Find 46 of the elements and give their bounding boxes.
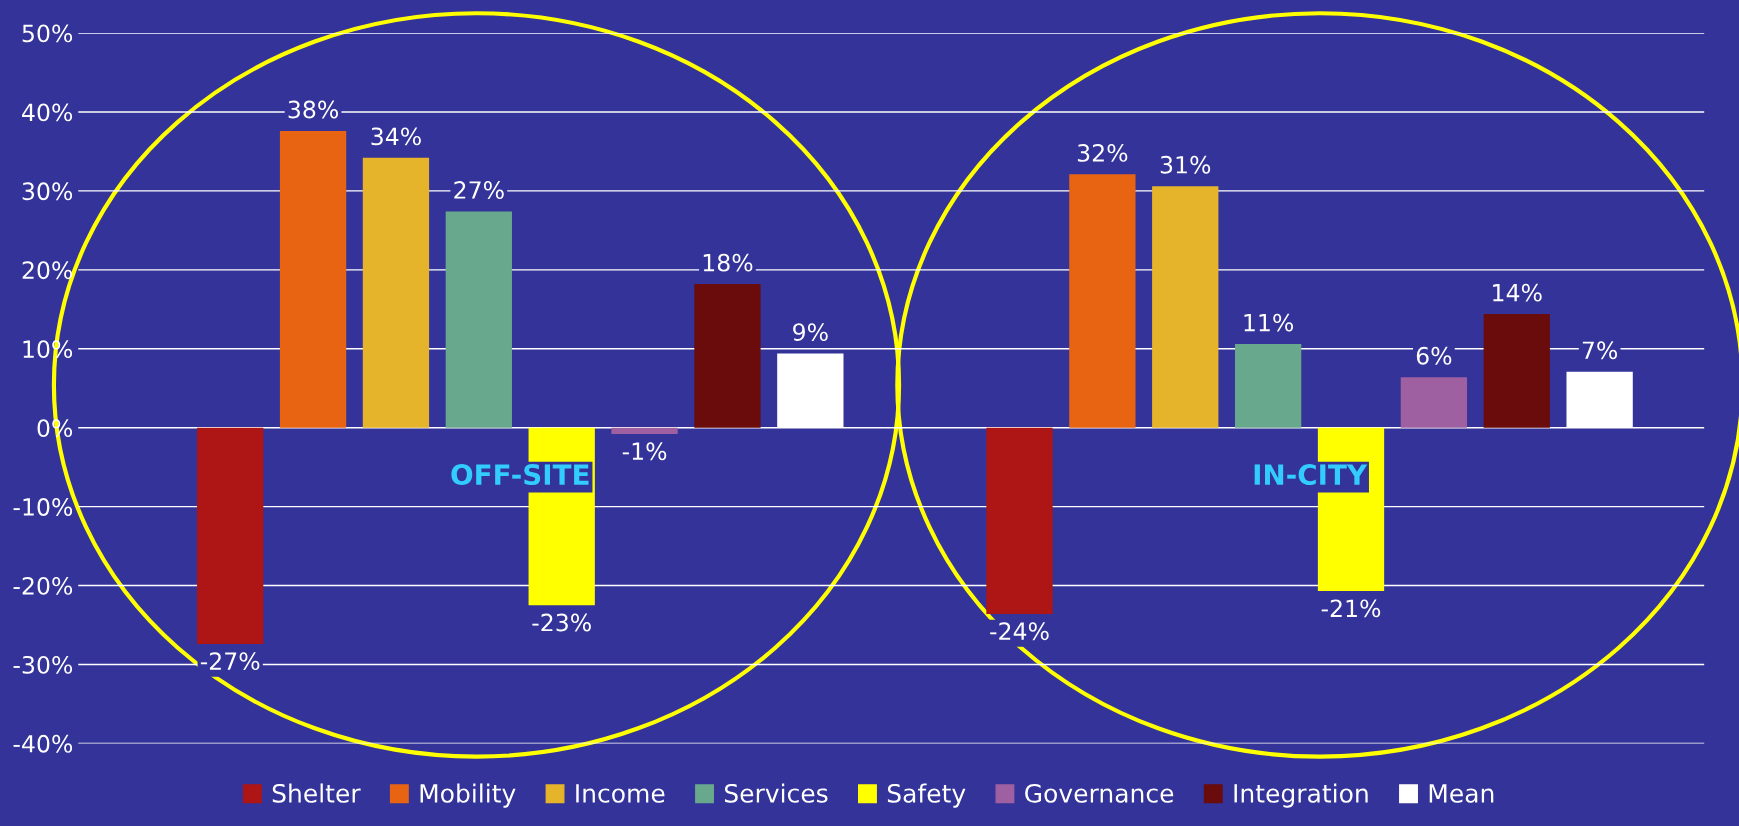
y-tick-label: -20% bbox=[13, 576, 73, 595]
data-label: 38% bbox=[288, 100, 339, 119]
data-label: -23% bbox=[532, 613, 591, 632]
bar bbox=[445, 211, 512, 428]
bar bbox=[362, 157, 430, 428]
x-tick-label: IN-CITY bbox=[1254, 464, 1368, 486]
bar bbox=[1400, 377, 1468, 428]
y-tick-label: 30% bbox=[22, 182, 73, 201]
data-label: 6% bbox=[1416, 346, 1452, 365]
bar bbox=[1234, 344, 1302, 428]
data-label: 18% bbox=[703, 253, 753, 272]
data-label: -21% bbox=[1321, 599, 1381, 618]
bar bbox=[1483, 314, 1550, 428]
bar bbox=[279, 130, 347, 428]
bar bbox=[197, 427, 264, 644]
legend-label: Services bbox=[724, 783, 828, 803]
legend-label: Mobility bbox=[420, 783, 516, 808]
y-tick-label: 20% bbox=[22, 261, 73, 280]
bar bbox=[986, 427, 1053, 614]
legend-label: Safety bbox=[887, 783, 966, 808]
data-label: -27% bbox=[200, 652, 260, 671]
data-label: -1% bbox=[622, 442, 667, 461]
bar bbox=[1152, 186, 1219, 428]
y-tick-label: -10% bbox=[13, 498, 73, 516]
y-tick-label: -40% bbox=[13, 734, 73, 753]
data-label: 11% bbox=[1244, 313, 1294, 332]
data-label: 14% bbox=[1493, 283, 1542, 302]
data-label: 9% bbox=[793, 323, 828, 342]
legend-label: Mean bbox=[1429, 784, 1494, 803]
legend-label: Integration bbox=[1234, 783, 1368, 808]
data-label: 27% bbox=[454, 181, 504, 199]
data-label: 32% bbox=[1077, 144, 1128, 162]
y-tick-label: 40% bbox=[22, 103, 73, 122]
legend-label: Income bbox=[576, 784, 665, 803]
data-label: -24% bbox=[990, 622, 1049, 641]
bar bbox=[1069, 174, 1136, 428]
bar bbox=[694, 284, 761, 428]
data-label: 31% bbox=[1160, 155, 1211, 174]
legend-label: Shelter bbox=[272, 783, 361, 803]
data-label: 34% bbox=[371, 127, 421, 146]
x-tick-label: OFF-SITE bbox=[451, 464, 589, 486]
legend-label: Governance bbox=[1025, 783, 1174, 803]
y-tick-label: 50% bbox=[22, 24, 73, 43]
y-tick-label: -30% bbox=[13, 655, 73, 674]
data-label: 7% bbox=[1582, 341, 1618, 360]
bar bbox=[611, 427, 678, 434]
